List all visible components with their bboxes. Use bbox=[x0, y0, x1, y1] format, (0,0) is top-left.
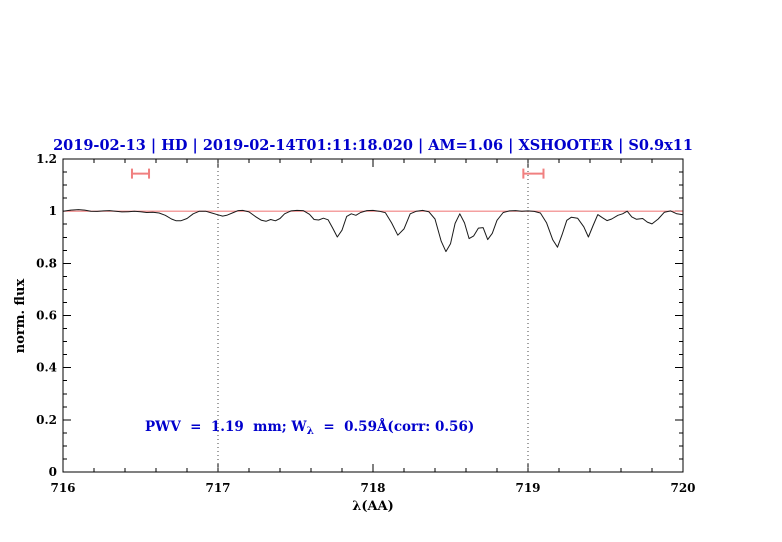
pwv-annotation-main: PWV = 1.19 mm; W bbox=[145, 419, 307, 435]
y-tick-label: 1 bbox=[49, 204, 57, 218]
x-tick-label: 717 bbox=[205, 481, 230, 495]
pwv-annotation-tail: = 0.59Å(corr: 0.56) bbox=[314, 419, 474, 435]
pwv-annotation: PWV = 1.19 mm; Wλ = 0.59Å(corr: 0.56) bbox=[145, 419, 474, 437]
y-tick-label: 1.2 bbox=[36, 152, 57, 166]
axis-tick-labels: 716 717 718 719 720 0 0.2 0.4 0.6 0.8 1 1.2 bbox=[36, 152, 695, 495]
x-tick-label: 720 bbox=[670, 481, 695, 495]
x-tick-label: 719 bbox=[515, 481, 540, 495]
y-tick-label: 0.4 bbox=[36, 361, 57, 375]
y-tick-label: 0.2 bbox=[36, 413, 57, 427]
y-tick-label: 0 bbox=[49, 465, 57, 479]
plot-title: 2019-02-13 | HD | 2019-02-14T01:11:18.02… bbox=[53, 137, 693, 154]
plot-content bbox=[62, 159, 684, 472]
x-tick-label: 716 bbox=[50, 481, 75, 495]
x-tick-label: 718 bbox=[360, 481, 385, 495]
y-tick-label: 0.6 bbox=[36, 309, 57, 323]
spectrum-line bbox=[62, 209, 684, 253]
x-axis-label: λ(AA) bbox=[352, 499, 394, 514]
y-axis-label: norm. flux bbox=[13, 279, 28, 354]
pwv-annotation-subscript: λ bbox=[307, 425, 314, 437]
axis-ticks bbox=[62, 158, 684, 473]
plot-frame bbox=[62, 158, 684, 473]
y-tick-label: 0.8 bbox=[36, 256, 57, 270]
